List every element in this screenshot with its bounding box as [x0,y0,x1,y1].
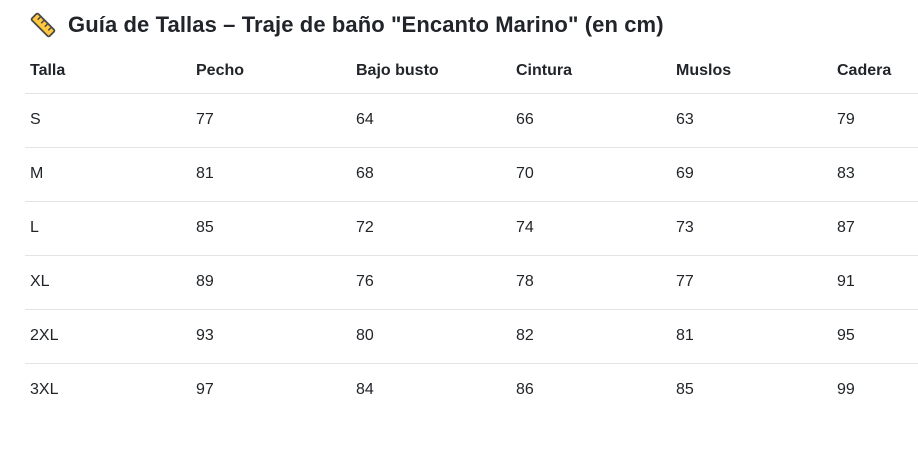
page-title: Guía de Tallas – Traje de baño "Encanto … [68,12,664,37]
measurement-cell: 85 [676,381,694,398]
size-cell: M [25,147,191,202]
table-row: 3XL 97 84 86 85 99 [25,364,918,418]
measurement-cell: 91 [832,255,918,310]
measurement-cell: 72 [351,201,511,256]
measurement-cell: 77 [191,93,351,148]
measurement-cell: 78 [511,255,671,310]
ruler-icon [30,12,56,38]
size-guide-table: Talla Pecho Bajo busto Cintura Muslos Cadera … [25,53,918,417]
size-cell: S [25,93,191,148]
measurement-cell: 73 [671,201,832,256]
measurement-cell: 97 [196,381,214,398]
measurement-cell: 81 [671,309,832,364]
size-cell: L [25,201,191,256]
measurement-cell: 85 [191,201,351,256]
measurement-cell: 70 [511,147,671,202]
table-header-row: Talla Pecho Bajo busto Cintura Muslos Cadera [25,53,918,94]
measurement-cell: 77 [671,255,832,310]
measurement-cell: 93 [191,309,351,364]
measurement-cell: 99 [837,381,855,398]
table-row: XL 89 76 78 77 91 [25,255,918,310]
measurement-cell: 83 [832,147,918,202]
column-header: Pecho [191,53,351,94]
table-row: L 85 72 74 73 87 [25,201,918,256]
measurement-cell: 79 [832,93,918,148]
measurement-cell: 63 [671,93,832,148]
page-header: Guía de Tallas – Traje de baño "Encanto … [0,0,918,40]
column-header: Muslos [671,53,832,94]
measurement-cell: 80 [351,309,511,364]
measurement-cell: 89 [191,255,351,310]
measurement-cell: 76 [351,255,511,310]
measurement-cell: 64 [351,93,511,148]
size-cell: 3XL [30,381,59,398]
table-row: S 77 64 66 63 79 [25,93,918,148]
column-header: Talla [25,53,191,94]
measurement-cell: 68 [351,147,511,202]
measurement-cell: 87 [832,201,918,256]
column-header: Bajo busto [351,53,511,94]
size-cell: XL [25,255,191,310]
measurement-cell: 69 [671,147,832,202]
measurement-cell: 66 [511,93,671,148]
measurement-cell: 84 [356,381,374,398]
measurement-cell: 95 [832,309,918,364]
measurement-cell: 74 [511,201,671,256]
measurement-cell: 82 [511,309,671,364]
measurement-cell: 81 [191,147,351,202]
table-body: S 77 64 66 63 79 M 81 68 70 69 83 L 85 72 74 73 87 XL 89 76 7… [25,93,918,418]
measurement-cell: 86 [516,381,534,398]
column-header: Cadera [832,53,918,94]
table-row: M 81 68 70 69 83 [25,147,918,202]
table-row: 2XL 93 80 82 81 95 [25,309,918,364]
size-cell: 2XL [25,309,191,364]
column-header: Cintura [511,53,671,94]
